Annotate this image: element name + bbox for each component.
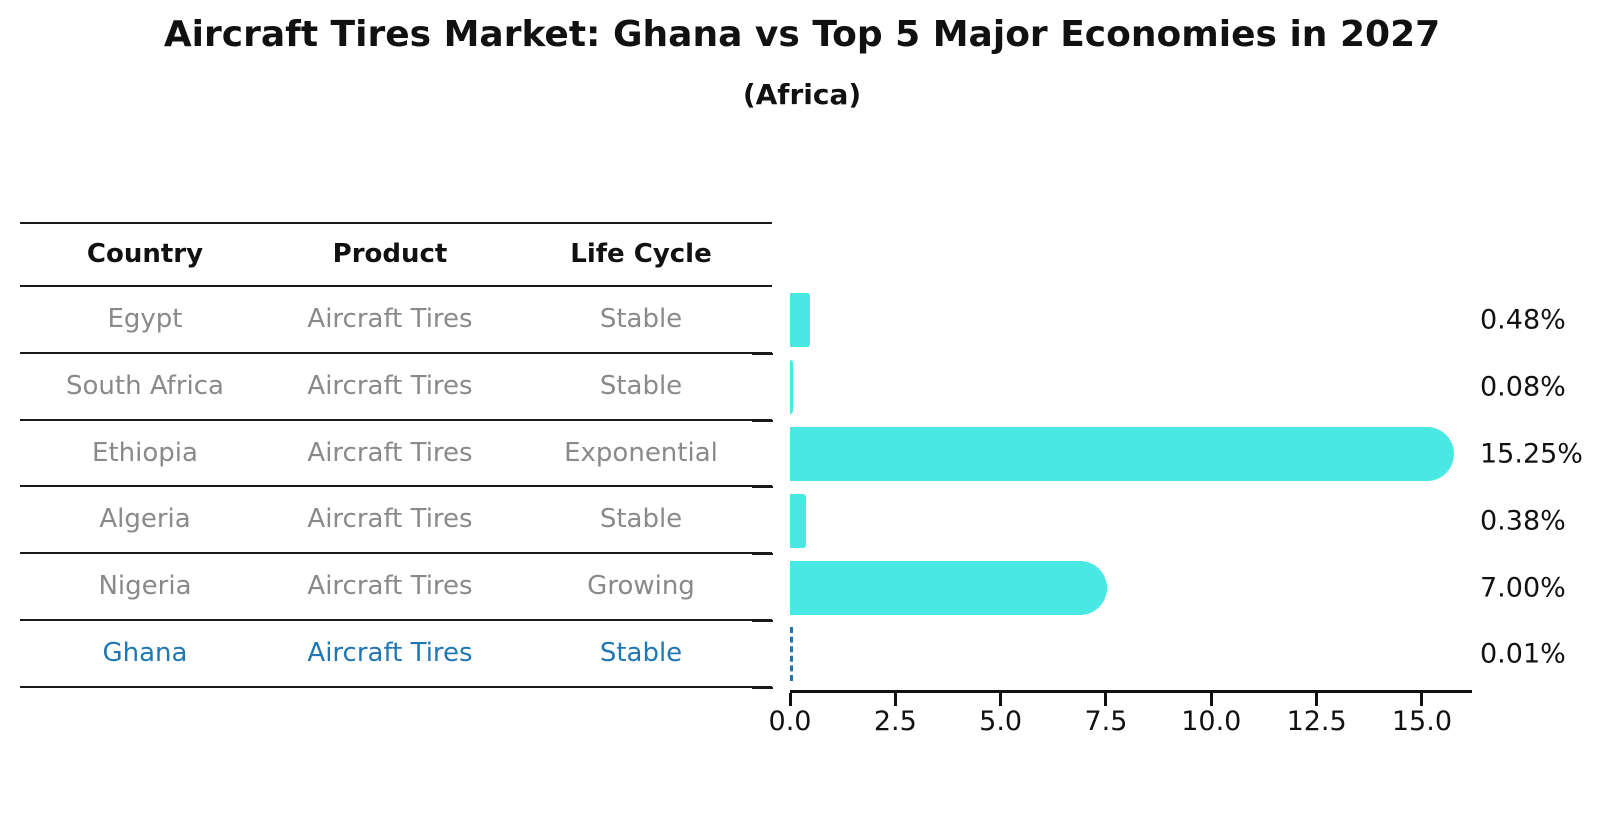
table-cell-life-cycle: Stable xyxy=(599,304,683,334)
value-label-nigeria: 7.00% xyxy=(1480,572,1566,604)
table-cell-product: Aircraft Tires xyxy=(307,571,473,602)
table-row-ethiopia: Ethiopia Aircraft Tires Exponential xyxy=(20,421,772,488)
table-cell-country: Ghana xyxy=(102,637,188,668)
bar-egypt xyxy=(790,293,811,348)
table-header-country: Country xyxy=(86,239,204,269)
y-tick-mark xyxy=(752,419,773,422)
table-row-nigeria: Nigeria Aircraft Tires Growing xyxy=(20,554,772,621)
x-tick-label: 0.0 xyxy=(768,706,812,737)
table-cell-life-cycle: Exponential xyxy=(564,437,718,468)
table-row-south-africa: South Africa Aircraft Tires Stable xyxy=(20,354,772,421)
table-cell-product: Aircraft Tires xyxy=(307,637,473,668)
table-cell-country: Algeria xyxy=(99,504,191,535)
x-tick-mark xyxy=(1209,693,1213,706)
x-tick-mark xyxy=(893,693,897,706)
table-cell-country: Ethiopia xyxy=(92,437,198,468)
bar-south-africa xyxy=(790,360,794,415)
bar-ethiopia xyxy=(790,427,1455,481)
table-cell-country: Egypt xyxy=(107,304,183,334)
bar-ghana xyxy=(790,627,793,682)
value-label-south-africa: 0.08% xyxy=(1480,371,1566,403)
table-cell-country: South Africa xyxy=(66,370,224,401)
x-tick-mark xyxy=(1420,693,1424,706)
chart-title: Aircraft Tires Market: Ghana vs Top 5 Ma… xyxy=(163,14,1441,55)
table-cell-life-cycle: Stable xyxy=(599,637,683,668)
value-label-egypt: 0.48% xyxy=(1480,304,1566,336)
market-table: Country Product Life Cycle Egypt Aircraft… xyxy=(20,222,772,688)
table-row-ghana: Ghana Aircraft Tires Stable xyxy=(20,621,772,688)
x-tick-mark xyxy=(1315,693,1319,706)
table-header-life-cycle: Life Cycle xyxy=(570,239,712,269)
y-tick-mark xyxy=(752,486,773,489)
x-tick-mark xyxy=(1104,693,1108,706)
x-tick-mark xyxy=(999,693,1003,706)
y-tick-mark xyxy=(752,620,773,622)
x-tick-label: 12.5 xyxy=(1286,706,1347,737)
table-body: Egypt Aircraft Tires Stable South Africa Air… xyxy=(20,287,772,688)
table-cell-product: Aircraft Tires xyxy=(307,504,473,535)
x-tick-label: 10.0 xyxy=(1181,706,1242,737)
x-tick-label: 15.0 xyxy=(1391,706,1452,737)
x-tick-label: 7.5 xyxy=(1084,706,1128,737)
y-tick-mark xyxy=(752,352,773,355)
chart-subtitle: (Africa) xyxy=(742,78,862,111)
x-axis-line xyxy=(790,690,1472,693)
table-cell-life-cycle: Stable xyxy=(599,504,683,535)
bar-nigeria xyxy=(790,560,1107,615)
table-cell-product: Aircraft Tires xyxy=(307,437,473,468)
y-tick-mark xyxy=(752,686,773,689)
bar-algeria xyxy=(790,493,806,548)
x-tick-label: 5.0 xyxy=(979,706,1023,737)
table-cell-product: Aircraft Tires xyxy=(307,304,473,334)
table-cell-life-cycle: Stable xyxy=(599,370,683,401)
table-cell-country: Nigeria xyxy=(98,571,192,602)
value-label-ghana: 0.01% xyxy=(1480,638,1566,670)
y-tick-mark xyxy=(752,553,773,556)
table-header-product: Product xyxy=(332,239,448,269)
value-label-ethiopia: 15.25% xyxy=(1480,438,1583,470)
x-tick-label: 2.5 xyxy=(873,706,917,737)
table-row-egypt: Egypt Aircraft Tires Stable xyxy=(20,287,772,354)
table-header-row: Country Product Life Cycle xyxy=(20,222,772,287)
value-label-algeria: 0.38% xyxy=(1480,505,1566,537)
table-row-algeria: Algeria Aircraft Tires Stable xyxy=(20,487,772,555)
table-cell-life-cycle: Growing xyxy=(587,571,695,602)
table-cell-product: Aircraft Tires xyxy=(307,370,473,401)
x-tick-mark xyxy=(788,693,792,706)
